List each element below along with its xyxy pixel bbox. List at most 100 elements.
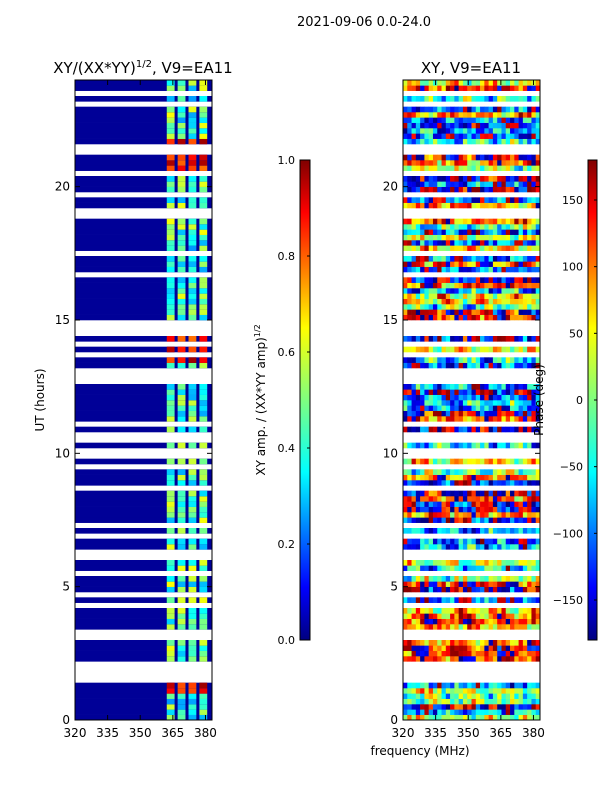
phase-cell <box>535 282 540 289</box>
phase-cell <box>484 277 489 283</box>
phase-cell <box>514 506 519 513</box>
phase-cell <box>475 314 481 321</box>
phase-axes-frame <box>402 79 541 721</box>
phase-cell <box>450 586 455 593</box>
phase-cell <box>522 336 528 342</box>
phase-cell <box>505 698 511 705</box>
phase-cell <box>462 240 468 246</box>
amplitude-cell <box>75 688 212 694</box>
phase-cell <box>535 416 540 422</box>
phase-cell <box>450 682 455 689</box>
phase-cell <box>462 442 468 449</box>
phase-cell <box>467 138 472 145</box>
phase-cell <box>462 480 468 486</box>
phase-cell <box>420 138 425 145</box>
phase-cell <box>467 245 472 251</box>
phase-cell <box>437 245 442 251</box>
phase-cell <box>450 458 455 465</box>
amplitude-cell <box>75 314 212 321</box>
amplitude-cell <box>177 581 186 587</box>
phase-cell <box>514 181 519 187</box>
phase-cell <box>437 229 442 235</box>
phase-cell <box>467 240 472 246</box>
phase-cell <box>471 656 477 662</box>
amplitude-cell <box>75 528 212 534</box>
phase-cell <box>514 442 519 449</box>
phase-cell <box>415 277 421 283</box>
phase-cell <box>437 538 442 545</box>
phase-cell <box>420 288 425 294</box>
phase-cell <box>428 186 434 193</box>
phase-cell <box>445 474 451 481</box>
phase-cell <box>514 197 519 203</box>
phase-cell <box>514 117 519 123</box>
phase-cell <box>484 304 489 310</box>
amplitude-cell <box>199 336 208 342</box>
phase-cell <box>415 565 421 571</box>
phase-cell <box>522 288 528 294</box>
phase-cell <box>484 80 489 86</box>
phase-cell <box>428 261 434 267</box>
phase-cell <box>411 133 417 139</box>
phase-cell <box>522 314 528 321</box>
phase-cell <box>432 581 438 587</box>
phase-cell <box>462 160 468 166</box>
phase-cell <box>492 229 498 235</box>
phase-cell <box>518 597 524 603</box>
phase-cell <box>441 288 447 294</box>
phase-cell <box>535 256 540 262</box>
phase-cell <box>501 138 507 145</box>
phase-cell <box>484 490 489 497</box>
phase-cell <box>522 469 528 475</box>
amplitude-cell <box>188 277 197 283</box>
amplitude-cell <box>177 384 186 390</box>
phase-cell <box>471 304 477 310</box>
phase-cell <box>505 501 511 507</box>
amplitude-cell <box>166 506 175 513</box>
phase-cell <box>527 218 532 225</box>
phase-cell <box>441 608 447 614</box>
phase-cell <box>514 362 519 369</box>
amplitude-cell <box>177 336 186 342</box>
phase-cell <box>471 245 477 251</box>
phase-cell <box>531 117 537 123</box>
phase-cell <box>514 85 519 91</box>
phase-cell <box>480 416 485 422</box>
phase-cell <box>484 581 489 587</box>
phase-cell <box>475 112 481 118</box>
amplitude-cell <box>177 496 186 502</box>
phase-cell <box>450 176 455 182</box>
phase-cell <box>475 650 481 657</box>
amplitude-cell <box>188 282 197 289</box>
phase-cell <box>420 96 425 102</box>
amplitude-cell <box>75 538 212 545</box>
phase-cell <box>467 501 472 507</box>
phase-cell <box>458 506 464 513</box>
phase-cell <box>415 384 421 390</box>
phase-cell <box>403 693 408 699</box>
phase-cell <box>497 357 502 363</box>
phase-cell <box>510 122 515 129</box>
phase-cell <box>518 288 524 294</box>
phase-cell <box>531 277 537 283</box>
phase-cell <box>437 682 442 689</box>
amplitude-cell <box>166 650 175 657</box>
phase-cell <box>475 128 481 134</box>
phase-cell <box>501 85 507 91</box>
phase-cell <box>415 469 421 475</box>
phase-cell <box>424 314 429 321</box>
phase-cell <box>471 394 477 401</box>
phase-cell <box>441 389 447 395</box>
phase-cell <box>450 688 455 694</box>
amplitude-y-tick-label: 15 <box>55 313 70 327</box>
phase-cell <box>484 586 489 593</box>
phase-cell <box>407 474 412 481</box>
phase-cell <box>420 538 425 545</box>
phase-cell <box>535 624 540 630</box>
phase-cell <box>535 112 540 118</box>
phase-cell <box>488 640 494 646</box>
phase-cell <box>510 80 515 86</box>
phase-cell <box>420 133 425 139</box>
phase-cell <box>492 80 498 86</box>
phase-cell <box>514 106 519 113</box>
